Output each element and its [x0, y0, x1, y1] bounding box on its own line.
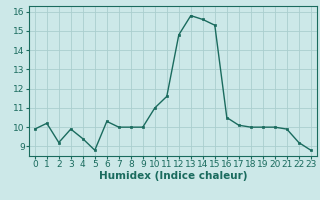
- X-axis label: Humidex (Indice chaleur): Humidex (Indice chaleur): [99, 171, 247, 181]
